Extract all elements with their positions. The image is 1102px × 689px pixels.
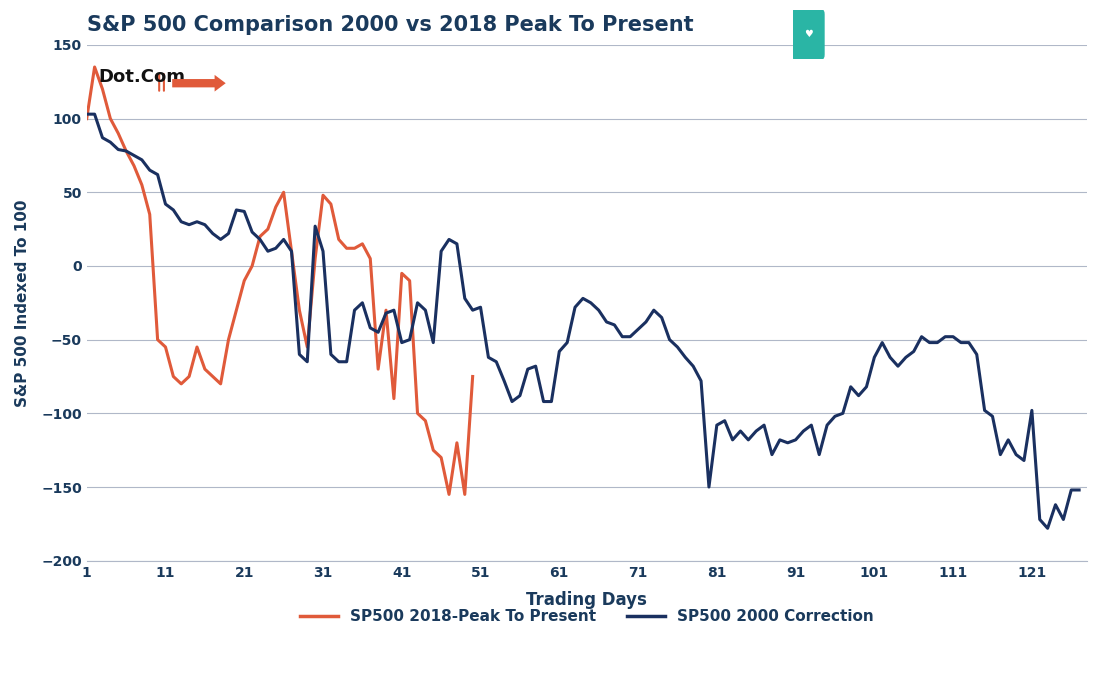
SP500 2018-Peak To Present (111, 129, 125, 137)
SP500 2018-Peak To Present (174, 380, 187, 388)
SP500 2018-Peak To Present (348, 244, 361, 252)
SP500 2018-Peak To Present (316, 191, 329, 199)
SP500 2018-Peak To Present (426, 446, 440, 454)
Line: SP500 2000 Correction: SP500 2000 Correction (87, 114, 1079, 528)
FancyBboxPatch shape (792, 10, 824, 59)
SP500 2018-Peak To Present (301, 343, 314, 351)
SP500 2018-Peak To Present (96, 85, 109, 93)
Y-axis label: S&P 500 Indexed To 100: S&P 500 Indexed To 100 (15, 199, 30, 407)
SP500 2018-Peak To Present (269, 203, 282, 211)
SP500 2018-Peak To Present (387, 395, 400, 403)
Legend: SP500 2018-Peak To Present, SP500 2000 Correction: SP500 2018-Peak To Present, SP500 2000 C… (293, 604, 880, 630)
SP500 2018-Peak To Present (442, 491, 455, 499)
SP500 2000 Correction (671, 343, 684, 351)
SP500 2018-Peak To Present (151, 336, 164, 344)
SP500 2000 Correction (710, 421, 723, 429)
Text: Dot.Com: Dot.Com (98, 68, 185, 86)
SP500 2018-Peak To Present (332, 236, 345, 244)
SP500 2018-Peak To Present (341, 244, 354, 252)
SP500 2018-Peak To Present (458, 491, 472, 499)
Line: SP500 2018-Peak To Present: SP500 2018-Peak To Present (87, 67, 473, 495)
SP500 2018-Peak To Present (206, 372, 219, 380)
SP500 2018-Peak To Present (293, 306, 306, 314)
SP500 2018-Peak To Present (396, 269, 409, 278)
SP500 2018-Peak To Present (238, 276, 251, 285)
SP500 2018-Peak To Present (183, 372, 196, 380)
SP500 2018-Peak To Present (246, 262, 259, 270)
SP500 2018-Peak To Present (119, 147, 132, 155)
SP500 2018-Peak To Present (191, 343, 204, 351)
X-axis label: Trading Days: Trading Days (527, 590, 647, 608)
SP500 2018-Peak To Present (166, 372, 180, 380)
SP500 2018-Peak To Present (198, 365, 212, 373)
SP500 2018-Peak To Present (229, 306, 242, 314)
SP500 2018-Peak To Present (136, 181, 149, 189)
SP500 2018-Peak To Present (364, 254, 377, 263)
SP500 2018-Peak To Present (356, 240, 369, 248)
SP500 2018-Peak To Present (261, 225, 274, 234)
SP500 2000 Correction (1002, 435, 1015, 444)
SP500 2018-Peak To Present (403, 276, 417, 285)
Text: ♥: ♥ (804, 30, 812, 39)
SP500 2000 Correction (128, 152, 141, 160)
SP500 2018-Peak To Present (434, 453, 447, 462)
SP500 2000 Correction (80, 110, 94, 119)
SP500 2018-Peak To Present (309, 254, 322, 263)
SP500 2018-Peak To Present (324, 200, 337, 208)
SP500 2018-Peak To Present (419, 417, 432, 425)
Text: S&P 500 Comparison 2000 vs 2018 Peak To Present: S&P 500 Comparison 2000 vs 2018 Peak To … (87, 15, 693, 35)
SP500 2000 Correction (1041, 524, 1055, 533)
SP500 2018-Peak To Present (104, 114, 117, 123)
SP500 2018-Peak To Present (128, 162, 141, 170)
SP500 2018-Peak To Present (371, 365, 385, 373)
SP500 2018-Peak To Present (451, 439, 464, 447)
SP500 2018-Peak To Present (379, 306, 392, 314)
Text: REAL INVESTMENT ADVICE: REAL INVESTMENT ADVICE (879, 30, 1035, 39)
SP500 2018-Peak To Present (222, 336, 235, 344)
SP500 2018-Peak To Present (411, 409, 424, 418)
SP500 2018-Peak To Present (88, 63, 101, 71)
SP500 2018-Peak To Present (214, 380, 227, 388)
SP500 2018-Peak To Present (159, 343, 172, 351)
SP500 2018-Peak To Present (285, 247, 299, 256)
SP500 2000 Correction (915, 333, 928, 341)
SP500 2018-Peak To Present (277, 188, 290, 196)
SP500 2018-Peak To Present (143, 210, 156, 218)
SP500 2018-Peak To Present (80, 114, 94, 123)
SP500 2018-Peak To Present (253, 232, 267, 240)
SP500 2000 Correction (655, 313, 668, 322)
SP500 2000 Correction (1072, 486, 1085, 494)
SP500 2018-Peak To Present (466, 372, 479, 380)
